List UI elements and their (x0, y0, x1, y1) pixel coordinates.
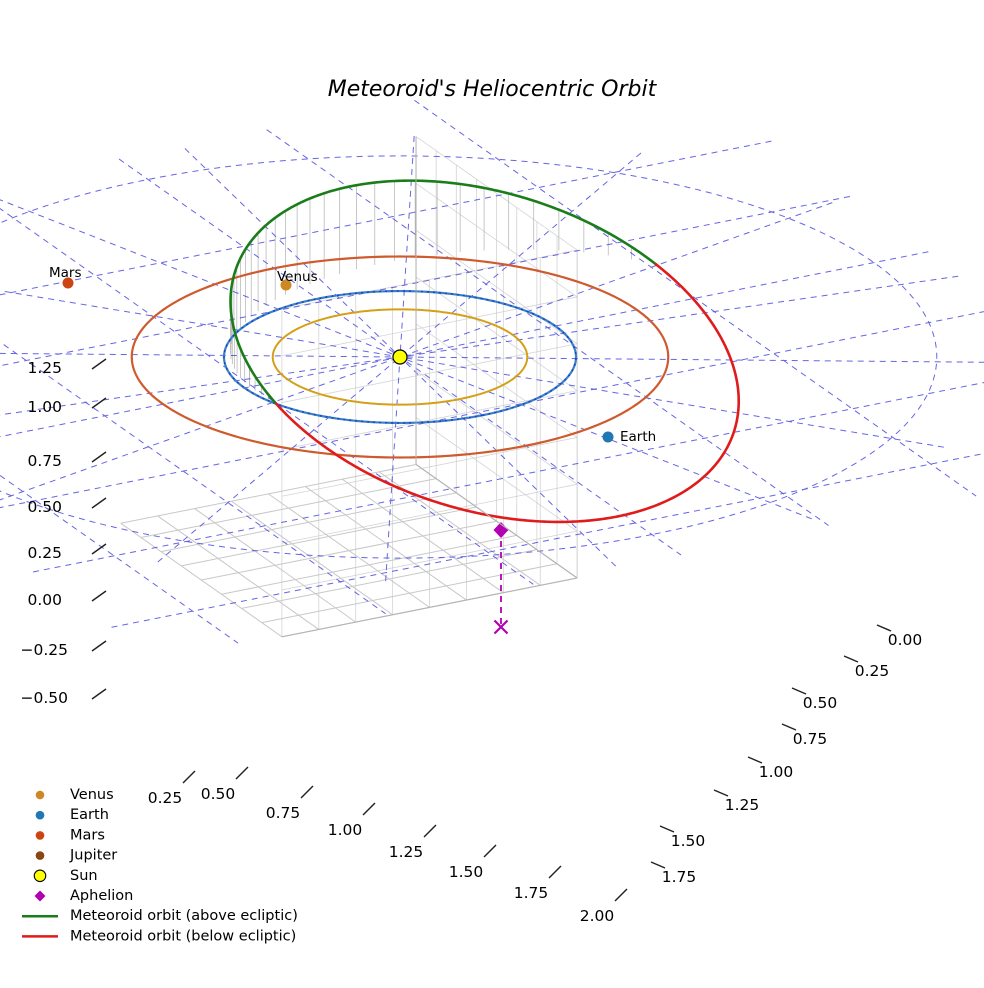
legend-label: Earth (70, 807, 109, 823)
y-tick-label: 0.50 (803, 694, 838, 712)
x-tick-label: 1.00 (328, 821, 363, 839)
y-tick-mark (650, 861, 666, 869)
z-tick-label: 1.00 (27, 398, 62, 416)
z-tick-label: −0.50 (21, 689, 69, 707)
legend-label: Sun (70, 868, 98, 884)
x-tick-mark (300, 785, 314, 799)
y-tick-label: 1.00 (759, 763, 794, 781)
y-tick-label: 1.50 (671, 832, 706, 850)
legend-marker-sun (33, 869, 47, 883)
legend-label: Meteoroid orbit (above ecliptic) (70, 908, 298, 924)
legend-marker-aphelion (34, 890, 46, 902)
x-tick-mark (548, 865, 562, 879)
y-tick-mark (791, 687, 807, 695)
z-tick-mark (91, 497, 107, 509)
orbit-ring-overlay (223, 290, 577, 424)
orbit-ring (271, 308, 529, 406)
x-tick-mark (362, 802, 376, 816)
x-tick-mark (483, 844, 497, 858)
legend-label: Aphelion (70, 888, 133, 904)
y-tick-label: 0.25 (855, 662, 890, 680)
legend-label: Meteoroid orbit (below ecliptic) (70, 928, 296, 944)
meteoroid-orbit-path (229, 179, 741, 524)
legend-label: Venus (70, 787, 114, 803)
y-tick-mark (781, 723, 797, 731)
aphelion-ground-projection-marker (493, 619, 509, 635)
z-tick-label: 0.50 (27, 498, 62, 516)
mars-point-label: Mars (49, 265, 82, 281)
z-tick-mark (91, 397, 107, 409)
aphelion-marker (493, 522, 509, 538)
z-tick-label: 0.75 (27, 452, 62, 470)
z-tick-mark (91, 451, 107, 463)
axis-tick-marks (91, 358, 892, 902)
x-tick-mark (182, 770, 196, 784)
x-tick-label: 1.25 (389, 843, 424, 861)
y-tick-mark (876, 624, 892, 632)
z-tick-label: −0.25 (21, 641, 69, 659)
y-tick-label: 0.00 (888, 631, 923, 649)
z-tick-mark (91, 590, 107, 602)
solar-body-markers (62, 277, 614, 443)
axis-spines (281, 136, 578, 638)
z-tick-mark (91, 688, 107, 700)
y-tick-mark (659, 825, 675, 833)
page-title: Meteoroid's Heliocentric Orbit (328, 77, 658, 102)
legend-marker-earth (35, 810, 45, 820)
y-tick-label: 1.25 (725, 796, 760, 814)
axis-tick-labels: 1.25 1.00 0.75 0.50 0.25 0.00 −0.25 −0.50 0.25 0.… (21, 359, 923, 925)
y-tick-mark (747, 756, 763, 764)
venus-marker (280, 279, 292, 291)
z-tick-mark (91, 640, 107, 652)
planet-orbit-rings (130, 255, 670, 459)
x-tick-mark (235, 766, 249, 780)
z-tick-mark (91, 358, 107, 370)
legend-marker-venus (35, 790, 45, 800)
x-tick-mark (423, 824, 437, 838)
sun-marker (392, 349, 408, 365)
legend-label: Mars (70, 827, 105, 843)
axes-grid (120, 136, 578, 638)
x-tick-label: 1.75 (514, 884, 549, 902)
z-tick-label: 0.25 (27, 544, 62, 562)
y-tick-label: 0.75 (793, 730, 828, 748)
venus-point-label: Venus (277, 269, 318, 285)
mars-marker (62, 277, 74, 289)
z-tick-mark (91, 543, 107, 555)
z-tick-label: 0.00 (27, 591, 62, 609)
x-tick-mark (614, 888, 628, 902)
legend-marker-jupiter (35, 851, 45, 860)
y-tick-mark (713, 789, 729, 797)
legend-marker-mars (35, 831, 45, 840)
orbit-ring (130, 255, 670, 459)
earth-point-label: Earth (620, 429, 656, 445)
x-tick-label: 1.50 (449, 863, 484, 881)
y-tick-label: 1.75 (662, 868, 697, 886)
earth-marker (602, 431, 614, 443)
x-tick-label: 0.75 (266, 804, 301, 822)
legend[interactable]: Venus Earth Mars Jupiter Sun Aphelion Meteoroi… (22, 787, 298, 944)
legend-label: Jupiter (69, 848, 117, 864)
x-tick-label: 2.00 (580, 907, 615, 925)
z-tick-label: 1.25 (27, 359, 62, 377)
y-tick-mark (843, 655, 859, 663)
x-tick-label: 0.50 (201, 785, 236, 803)
aphelion-group (493, 522, 509, 635)
x-tick-label: 0.25 (148, 789, 183, 807)
